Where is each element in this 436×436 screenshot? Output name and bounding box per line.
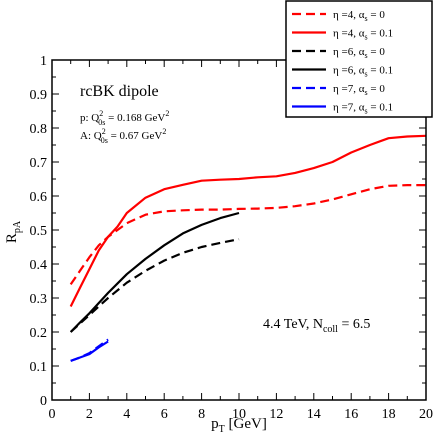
x-axis-label: pT [GeV] xyxy=(211,416,267,435)
legend-label-1: η =4, αs = 0 xyxy=(333,9,385,23)
y-tick-label: 0.8 xyxy=(30,122,48,137)
series-line-4 xyxy=(69,211,240,333)
x-tick-label: 0 xyxy=(49,407,56,422)
y-tick-label: 0 xyxy=(40,394,47,409)
x-tick-label: 14 xyxy=(307,407,321,422)
proton-saturation-annotation: p: Q2 0s = 0.168 GeV2 xyxy=(80,109,169,127)
model-annotation: rcBK dipole xyxy=(80,83,159,100)
series-line-2 xyxy=(69,134,427,307)
x-tick-label: 16 xyxy=(344,407,358,422)
legend-items: η =4, αs = 0 η =4, αs = 0.1 η =6, αs = 0 η … xyxy=(292,9,393,116)
x-tick-label: 20 xyxy=(419,407,433,422)
legend-label-6: η =7, αs = 0.1 xyxy=(333,102,393,116)
y-tick-label: 1 xyxy=(40,54,47,69)
legend-box xyxy=(285,0,433,118)
y-tick-label: 0.1 xyxy=(30,360,48,375)
x-tick-label: 2 xyxy=(86,407,93,422)
y-tick-label: 0.6 xyxy=(30,190,48,205)
legend-label-5: η =7, αs = 0 xyxy=(333,83,385,97)
series-layer xyxy=(69,134,427,362)
y-axis-label: RpA xyxy=(4,220,23,243)
nucleus-saturation-annotation: A: Q2 0s = 0.67 GeV2 xyxy=(80,127,166,145)
y-tick-label: 0.7 xyxy=(30,156,48,171)
legend-label-3: η =6, αs = 0 xyxy=(333,46,385,60)
y-tick-label: 0.4 xyxy=(30,258,48,273)
y-tick-label: 0.9 xyxy=(30,88,48,103)
legend-label-2: η =4, αs = 0.1 xyxy=(333,28,393,42)
x-tick-label: 8 xyxy=(198,407,205,422)
y-tick-label: 0.3 xyxy=(30,292,48,307)
x-tick-label: 10 xyxy=(232,407,246,422)
series-line-6 xyxy=(70,340,109,362)
y-tick-label: 0.5 xyxy=(30,224,48,239)
x-tick-label: 18 xyxy=(382,407,396,422)
legend-label-4: η =6, αs = 0.1 xyxy=(333,65,393,79)
x-tick-label: 12 xyxy=(269,407,283,422)
x-tick-label: 6 xyxy=(161,407,168,422)
x-tick-label: 4 xyxy=(123,407,130,422)
energy-annotation: 4.4 TeV, Ncoll = 6.5 xyxy=(263,317,370,335)
legend: η =4, αs = 0 η =4, αs = 0.1 η =6, αs = 0 η … xyxy=(285,0,433,118)
y-tick-label: 0.2 xyxy=(30,326,48,341)
